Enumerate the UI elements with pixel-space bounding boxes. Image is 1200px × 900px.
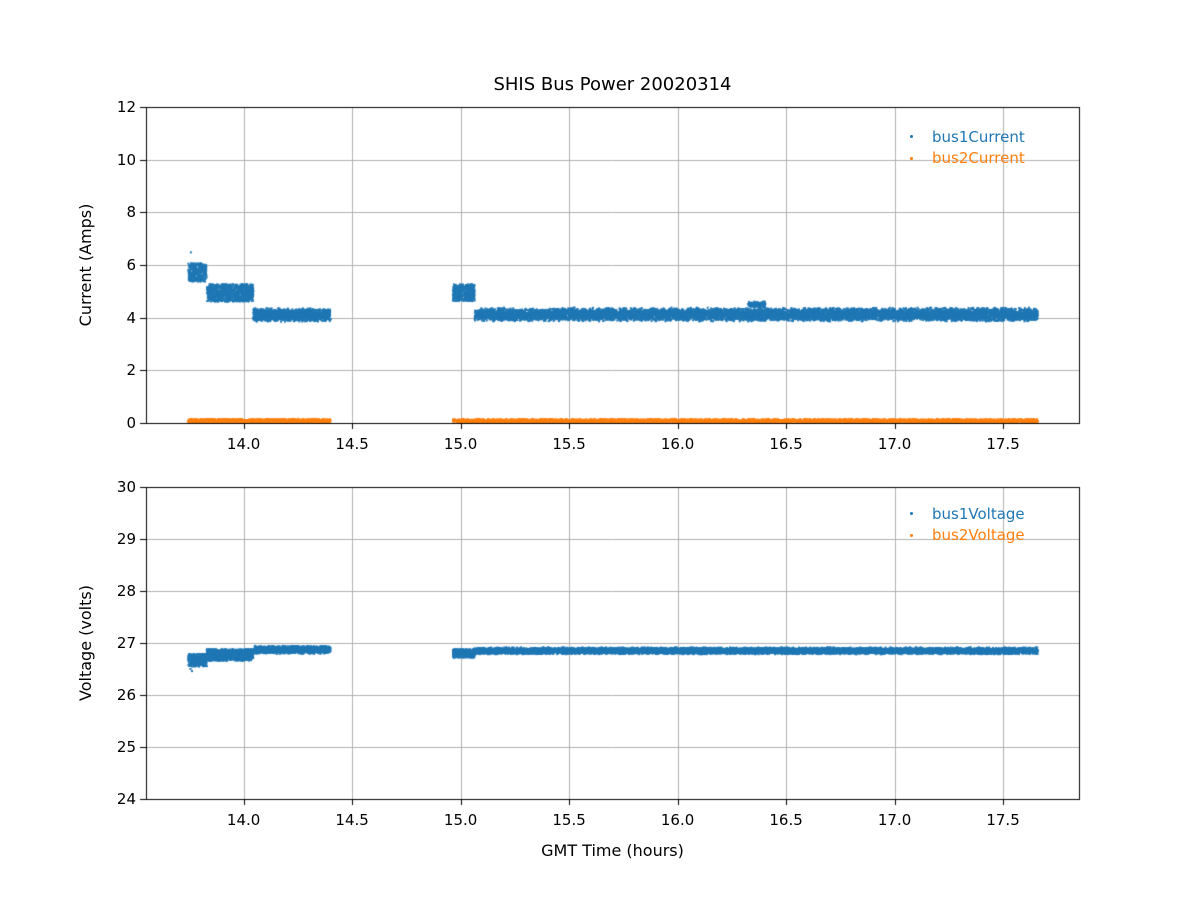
ytick-label-2: 2	[126, 361, 136, 380]
xtick-label-16.0: 16.0	[660, 435, 695, 453]
ytick-label-25: 25	[116, 738, 136, 756]
xtick-label-14.5: 14.5	[335, 811, 369, 829]
ytick-label-6: 6	[126, 256, 136, 274]
ytick-label-27: 27	[116, 634, 136, 652]
xtick-label-17.5: 17.5	[986, 811, 1020, 829]
legend-entry-bus2Voltage: bus2Voltage	[900, 525, 1025, 547]
ytick-label-0: 0	[126, 414, 136, 432]
xtick-label-15.5: 15.5	[552, 811, 586, 829]
legend-label: bus1Voltage	[932, 504, 1025, 523]
legend-marker-dot	[910, 512, 913, 516]
legend-label: bus2Current	[932, 149, 1025, 168]
xtick-label-16.5: 16.5	[769, 811, 803, 829]
ytick-label-12: 12	[116, 98, 136, 116]
legend-label: bus2Voltage	[932, 526, 1025, 545]
legend-entry-bus2Current: bus2Current	[900, 148, 1025, 170]
xtick-label-17.0: 17.0	[877, 435, 912, 453]
legend-marker-dot	[910, 533, 913, 537]
ytick-label-10: 10	[116, 150, 136, 169]
xtick-label-17.5: 17.5	[986, 435, 1020, 453]
xtick-label-15.0: 15.0	[443, 811, 478, 829]
ytick-label-30: 30	[116, 478, 136, 496]
xlabel-gmt-time: GMT Time (hours)	[541, 841, 684, 860]
xtick-label-15.5: 15.5	[552, 435, 586, 453]
chart-title: SHIS Bus Power 20020314	[493, 74, 732, 95]
xtick-label-14.5: 14.5	[335, 435, 369, 453]
ytick-label-29: 29	[116, 530, 136, 548]
legend-marker-dot	[910, 156, 913, 160]
legend-current: bus1Current bus2Current	[900, 126, 1025, 169]
legend-voltage: bus1Voltage bus2Voltage	[900, 503, 1025, 546]
ytick-label-24: 24	[116, 790, 136, 808]
ytick-label-28: 28	[116, 582, 136, 600]
xtick-label-15.0: 15.0	[443, 435, 478, 453]
legend-marker-dot	[910, 135, 913, 139]
legend-label: bus1Current	[932, 127, 1025, 146]
xtick-label-17.0: 17.0	[877, 811, 912, 829]
ytick-label-4: 4	[126, 308, 136, 327]
legend-entry-bus1Voltage: bus1Voltage	[900, 503, 1025, 525]
ytick-label-26: 26	[116, 686, 136, 704]
xtick-label-16.0: 16.0	[660, 811, 695, 829]
xtick-label-16.5: 16.5	[769, 435, 803, 453]
xtick-label-14.0: 14.0	[226, 435, 261, 453]
xtick-label-14.0: 14.0	[226, 811, 261, 829]
legend-entry-bus1Current: bus1Current	[900, 126, 1025, 148]
ytick-label-8: 8	[126, 203, 136, 222]
